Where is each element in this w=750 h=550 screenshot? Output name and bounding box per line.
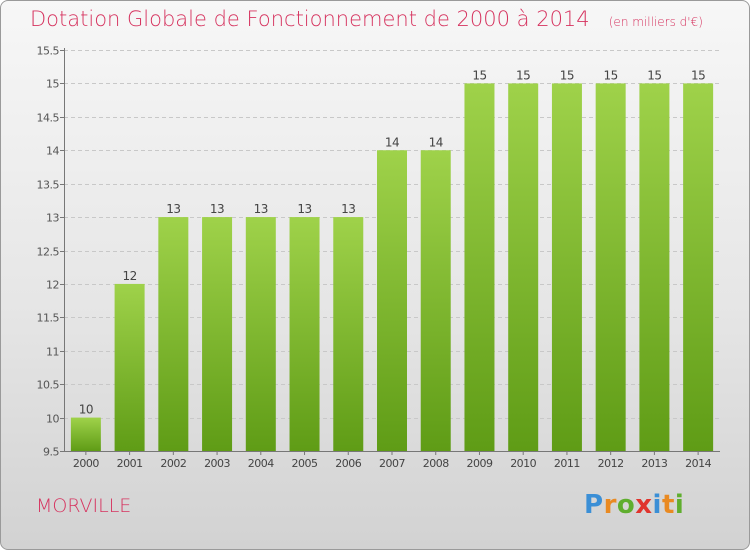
x-tick-label: 2013 — [641, 457, 667, 470]
y-tick-label: 15.5 — [37, 45, 60, 58]
x-tick-label: 2004 — [248, 457, 274, 470]
chart-unit: (en milliers d'€) — [608, 15, 703, 29]
y-tick-label: 15 — [46, 78, 59, 91]
y-tick-label: 12.5 — [37, 246, 60, 259]
x-tick-label: 2009 — [466, 457, 492, 470]
logo-letter: t — [661, 490, 675, 520]
logo-letter: P — [584, 490, 604, 520]
x-tick-label: 2002 — [160, 457, 186, 470]
bar — [158, 217, 189, 451]
bars — [70, 83, 714, 452]
bar — [683, 83, 714, 452]
y-tick-label: 10 — [46, 413, 59, 426]
bar — [202, 217, 233, 451]
bar — [551, 83, 582, 452]
y-tick-label: 11.5 — [37, 312, 60, 325]
proxiti-logo[interactable]: Proxiti — [584, 490, 684, 520]
y-tick-labels: 9.5 10 10.5 11 11.5 12 12.5 13 13.5 14 14.5 15 15.5 — [37, 45, 60, 459]
y-tick-label: 12 — [46, 279, 59, 292]
value-label: 13 — [297, 202, 311, 216]
y-tick-label: 14.5 — [37, 112, 60, 125]
bar — [377, 150, 407, 451]
logo-letter: i — [674, 490, 685, 520]
value-label: 12 — [122, 269, 136, 283]
value-label: 14 — [429, 135, 443, 149]
value-label: 15 — [604, 68, 618, 82]
x-tick-label: 2007 — [379, 457, 405, 470]
logo-letter: r — [603, 490, 617, 520]
chart-title: Dotation Globale de Fonctionnement de 20… — [30, 7, 590, 31]
logo-letter: i — [652, 490, 662, 520]
value-label: 14 — [385, 135, 399, 149]
value-label: 15 — [472, 68, 486, 82]
bar — [420, 150, 451, 451]
x-tick-labels: 2000 2001 2002 2003 2004 2005 2006 2007 2008 2009… — [73, 457, 712, 470]
chart-title-block: Dotation Globale de Fonctionnement de 20… — [30, 7, 703, 31]
y-tick-label: 13 — [46, 212, 59, 225]
bar — [595, 83, 626, 452]
logo-letter: x — [635, 490, 653, 520]
value-label: 15 — [647, 68, 661, 82]
logo-letter: o — [616, 490, 636, 520]
bar — [289, 217, 320, 451]
x-tick-label: 2001 — [117, 457, 143, 470]
value-label: 15 — [691, 68, 705, 82]
value-label: 13 — [166, 202, 180, 216]
x-tick-label: 2010 — [510, 457, 536, 470]
x-tick-label: 2000 — [73, 457, 99, 470]
value-label: 13 — [210, 202, 224, 216]
y-tick-label: 14 — [46, 145, 59, 158]
y-tick-label: 9.5 — [43, 446, 59, 459]
bar — [464, 83, 495, 452]
value-labels: 10 12 13 13 13 13 13 14 14 15 15 15 15 15 15 — [79, 68, 706, 416]
value-label: 15 — [560, 68, 574, 82]
x-tick-label: 2003 — [204, 457, 230, 470]
bar — [245, 217, 276, 451]
bar — [639, 83, 670, 452]
y-tick-label: 13.5 — [37, 179, 60, 192]
x-tick-label: 2014 — [685, 457, 711, 470]
bar — [508, 83, 539, 452]
value-label: 13 — [254, 202, 268, 216]
value-label: 15 — [516, 68, 530, 82]
y-tick-label: 10.5 — [37, 379, 60, 392]
x-tick-label: 2006 — [335, 457, 361, 470]
x-tick-label: 2011 — [554, 457, 580, 470]
axes — [60, 48, 720, 455]
commune-name: MORVILLE — [36, 495, 132, 517]
x-tick-label: 2008 — [423, 457, 449, 470]
value-label: 13 — [341, 202, 355, 216]
bar — [70, 417, 101, 451]
bar — [333, 217, 364, 451]
x-tick-label: 2012 — [598, 457, 624, 470]
value-label: 10 — [79, 403, 93, 417]
x-tick-label: 2005 — [292, 457, 318, 470]
bar — [114, 283, 145, 451]
y-tick-label: 11 — [46, 346, 59, 359]
